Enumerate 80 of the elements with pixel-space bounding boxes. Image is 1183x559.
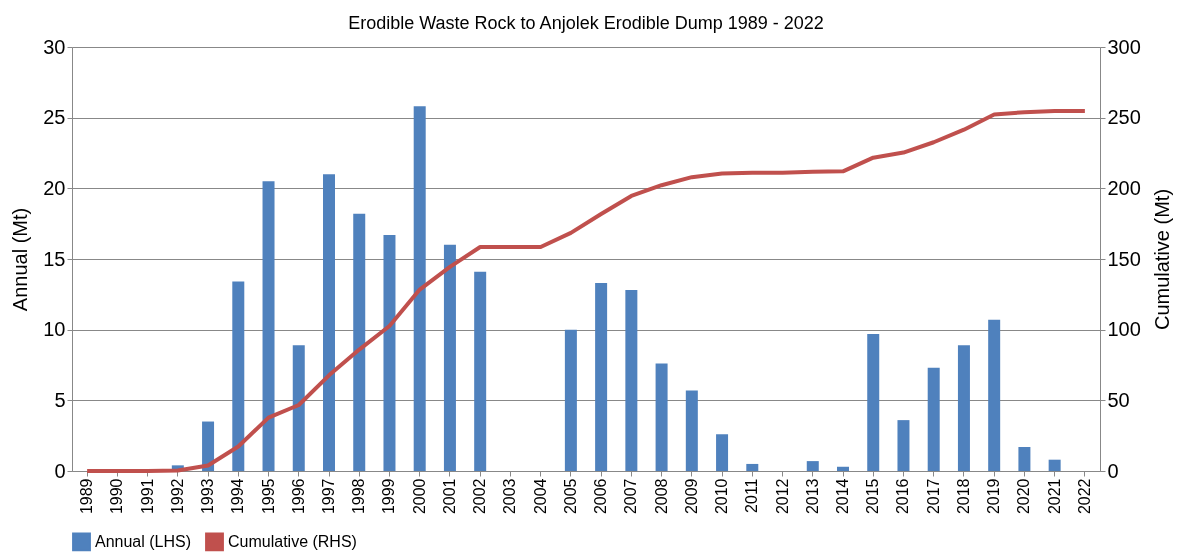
y-tick-label: 10: [43, 318, 66, 341]
x-tick-label: 1995: [259, 478, 277, 515]
x-tick-label: 1991: [138, 478, 156, 515]
x-tick-label: 2005: [561, 478, 579, 515]
bar: [746, 463, 759, 471]
y-tick-label: 25: [43, 106, 66, 129]
y2-tick-label: 0: [1107, 459, 1119, 482]
x-tick-label: 1994: [229, 478, 247, 515]
bar: [685, 390, 698, 471]
x-tick-label: 2011: [743, 478, 761, 513]
bar: [232, 281, 245, 471]
chart-title: Erodible Waste Rock to Anjolek Erodible Dump 1989 - 2022: [348, 13, 824, 33]
bar: [927, 367, 940, 471]
legend-label: Cumulative (RHS): [228, 532, 357, 550]
x-tick-label: 2014: [834, 478, 851, 515]
line-series: [85, 109, 1087, 473]
x-tick-label: 2019: [985, 478, 1003, 515]
bar: [443, 244, 456, 471]
x-tick-label: 1990: [108, 478, 126, 515]
x-tick-label: 2018: [954, 478, 972, 515]
bar: [564, 329, 577, 471]
bar: [625, 290, 638, 471]
y2-axis-title: Cumulative (Mt): [1150, 188, 1173, 331]
y2-tick-label: 250: [1107, 106, 1141, 129]
bar: [716, 434, 729, 471]
bar: [957, 345, 970, 471]
x-tick-label: 2016: [894, 478, 912, 515]
bar: [867, 333, 880, 471]
legend-label: Annual (LHS): [95, 532, 192, 550]
x-tick-label: 1999: [380, 478, 398, 515]
bar: [806, 461, 819, 471]
x-tick-label: 2013: [803, 478, 821, 515]
y-tick-label: 5: [54, 388, 66, 411]
bar: [292, 345, 305, 471]
bar: [1048, 459, 1061, 471]
x-tick-label: 2022: [1075, 478, 1093, 515]
x-tick-label: 1996: [289, 478, 307, 515]
x-tick-label: 1992: [168, 478, 186, 515]
x-tick-label: 2006: [592, 478, 610, 515]
x-tick-label: 2021: [1045, 478, 1063, 515]
bar: [988, 319, 1001, 471]
bar: [1018, 446, 1031, 471]
x-tick-label: 2009: [682, 478, 700, 515]
bar: [837, 466, 849, 471]
x-tick-label: 1989: [78, 478, 96, 515]
y-axis-title: Annual (Mt): [9, 207, 32, 312]
y2-tick-label: 200: [1107, 176, 1141, 199]
x-tick-label: 1993: [199, 478, 217, 515]
y2-tick-label: 150: [1107, 247, 1141, 270]
x-tick-label: 2020: [1015, 478, 1033, 515]
bar: [897, 420, 910, 471]
x-tick-label: 1997: [320, 478, 337, 515]
bar: [353, 213, 366, 471]
y-tick-label: 30: [43, 35, 66, 58]
x-tick-label: 2001: [440, 478, 458, 515]
x-tick-label: 2012: [773, 478, 791, 515]
y-tick-label: 15: [43, 247, 66, 270]
x-tick-label: 2002: [471, 478, 489, 515]
x-tick-label: 2003: [501, 478, 519, 515]
bar: [474, 271, 487, 471]
y-tick-label: 20: [43, 176, 66, 199]
y2-tick-label: 100: [1107, 318, 1141, 341]
x-tick-label: 2015: [864, 478, 882, 515]
bar: [202, 421, 215, 471]
y2-tick-label: 300: [1107, 35, 1141, 58]
x-tick-label: 2000: [410, 478, 428, 515]
y-tick-label: 0: [54, 459, 66, 482]
x-tick-label: 2004: [531, 478, 549, 515]
y2-tick-label: 50: [1107, 388, 1130, 411]
bar: [595, 283, 608, 471]
bar: [383, 234, 396, 471]
x-tick-label: 2010: [713, 478, 731, 515]
bar: [262, 181, 275, 471]
x-tick-label: 2017: [924, 478, 942, 515]
bar: [413, 106, 426, 471]
x-tick-label: 2007: [622, 478, 640, 515]
x-tick-label: 1998: [350, 478, 368, 515]
bar: [655, 363, 668, 471]
bar: [323, 174, 335, 471]
x-tick-label: 2008: [652, 478, 670, 515]
